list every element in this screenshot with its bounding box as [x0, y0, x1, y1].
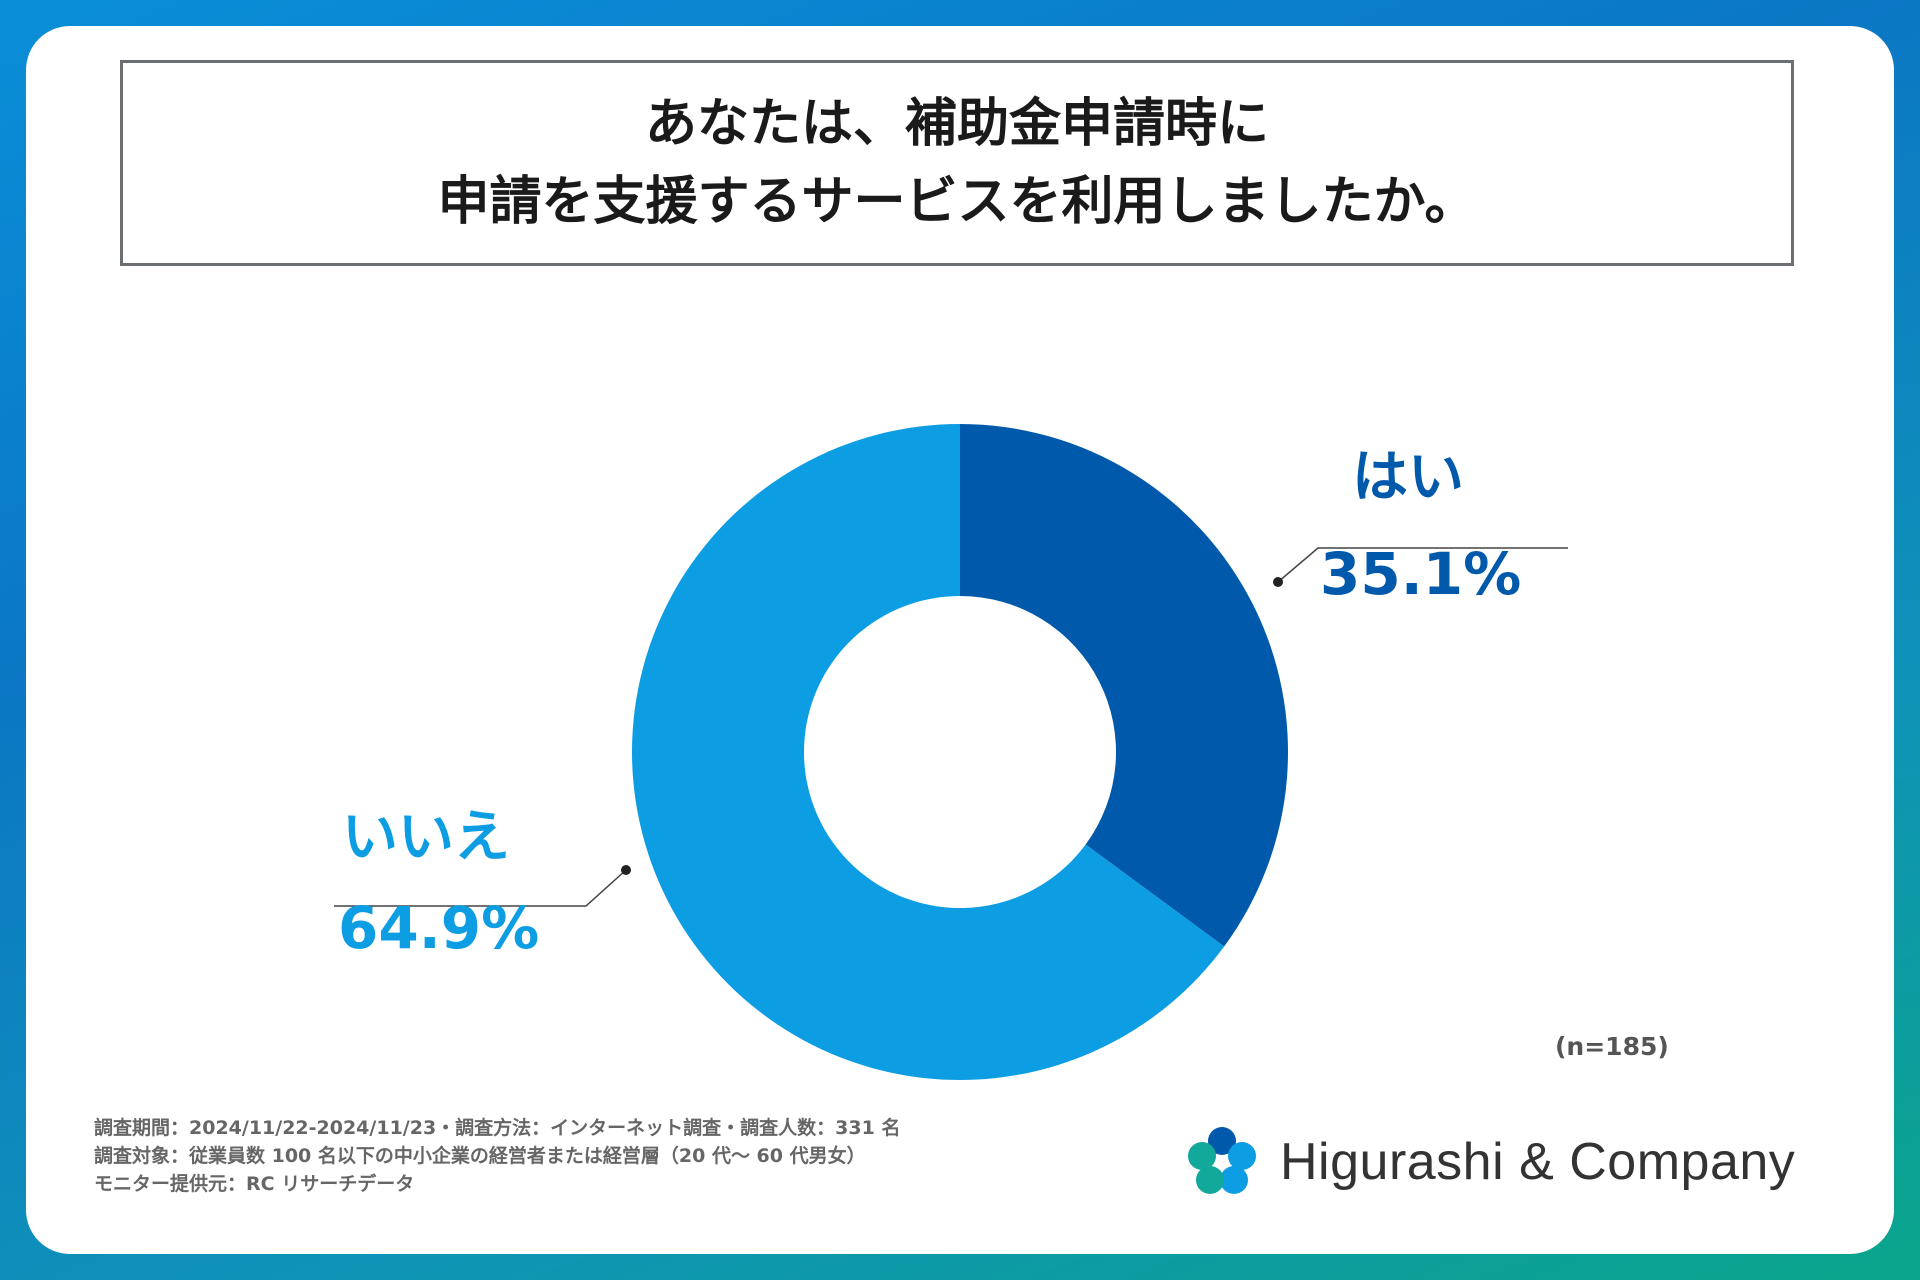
title-box: あなたは、補助金申請時に 申請を支援するサービスを利用しましたか。 [120, 60, 1794, 266]
donut-slices [631, 424, 1288, 1081]
logo-petal-2 [1220, 1166, 1248, 1194]
logo-petal-4 [1188, 1142, 1216, 1170]
slice-label-yes: はい [1352, 445, 1464, 510]
flower-logo-icon [1188, 1127, 1256, 1194]
leader-line-yes [1277, 547, 1568, 583]
slice-value-yes: 35.1% [1320, 540, 1522, 608]
chart-title-line-2: 申請を支援するサービスを利用しましたか。 [437, 172, 1477, 232]
leader-lines [334, 547, 1568, 907]
leader-line-no-dot [621, 865, 631, 875]
company-logo: Higurashi & Company [1184, 1122, 1795, 1202]
chart-title-line-1: あなたは、補助金申請時に [644, 94, 1269, 154]
survey-note-target: 調査対象：従業員数 100 名以下の中小企業の経営者または経営層（20 代〜 6… [94, 1145, 866, 1167]
leader-line-no [334, 869, 627, 907]
survey-notes: 調査期間：2024/11/22-2024/11/23・調査方法：インターネット調… [94, 1114, 900, 1198]
sample-size: (n=185) [1555, 1032, 1669, 1061]
donut-slice-no [631, 424, 1225, 1081]
leader-line-yes-dot [1273, 577, 1283, 587]
company-name: Higurashi & Company [1280, 1133, 1796, 1191]
logo-petal-1 [1228, 1142, 1256, 1170]
slice-label-no: いいえ [342, 805, 510, 870]
logo-center [1218, 1160, 1226, 1168]
slice-value-no: 64.9% [338, 894, 540, 962]
survey-note-provider: モニター提供元：RC リサーチデータ [94, 1173, 415, 1195]
donut-slice-yes [960, 424, 1288, 947]
survey-note-period: 調査期間：2024/11/22-2024/11/23・調査方法：インターネット調… [94, 1117, 901, 1139]
logo-petal-3 [1196, 1166, 1224, 1194]
logo-petal-0 [1208, 1127, 1236, 1155]
